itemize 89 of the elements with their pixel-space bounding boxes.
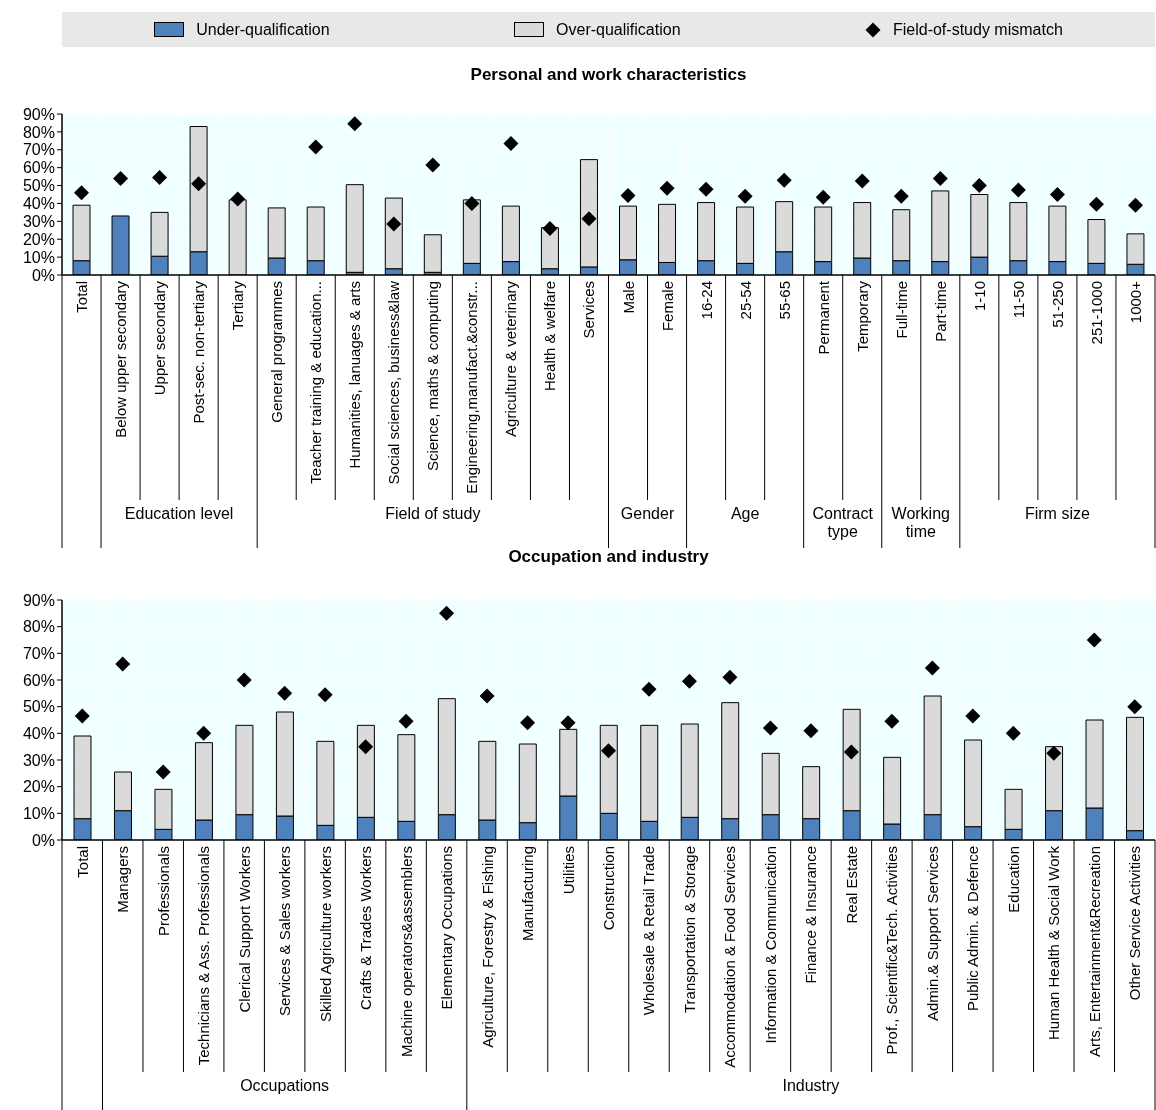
- x-tick-label: Upper secondary: [151, 280, 169, 396]
- x-tick-label: Public Admin. & Defence: [964, 846, 982, 1012]
- y-tick-label: 10%: [22, 248, 55, 266]
- legend-label: Under-qualification: [196, 20, 330, 39]
- y-tick-label: 20%: [22, 778, 55, 796]
- y-tick-label: 70%: [22, 645, 55, 663]
- text: Occupations: [240, 1077, 330, 1094]
- chart-title: Occupation and industry: [508, 547, 710, 566]
- x-tick-label: Skilled Agriculture workers: [316, 846, 334, 1022]
- x-tick-label: Real Estate: [842, 846, 860, 924]
- text: Education level: [124, 505, 234, 522]
- x-tick-label: 51-250: [1048, 281, 1066, 328]
- x-tick-label: Post-sec. non-tertiary: [190, 280, 208, 424]
- y-tick-label: 60%: [22, 671, 55, 689]
- x-tick-label: Utilities: [559, 846, 577, 895]
- legend-label: Over-qualification: [556, 20, 681, 39]
- text: Field of study: [385, 505, 481, 522]
- x-tick-label: 251-1000: [1087, 281, 1105, 345]
- y-tick-label: 50%: [22, 177, 55, 195]
- text: Gender: [620, 505, 675, 522]
- legend-label: Field-of-study mismatch: [892, 20, 1063, 39]
- x-tick-label: Engineering,manufact.&constr...: [463, 281, 481, 494]
- y-tick-label: 0%: [31, 266, 55, 284]
- x-tick-label: Construction: [600, 846, 617, 931]
- x-tick-label: Admin.& Support Services: [923, 846, 941, 1022]
- y-tick-label: 0%: [31, 831, 55, 849]
- text: Contract type: [812, 505, 874, 540]
- y-tick-label: 10%: [22, 805, 55, 823]
- x-tick-label: 25-54: [736, 281, 754, 320]
- x-tick-label: 1000+: [1126, 280, 1144, 324]
- x-tick-label: Information & Communication: [761, 846, 779, 1044]
- x-tick-label: Total: [73, 281, 91, 313]
- y-tick-label: 40%: [22, 725, 55, 743]
- y-tick-label: 70%: [22, 141, 55, 159]
- x-tick-label: Female: [658, 281, 676, 332]
- y-tick-label: 60%: [22, 159, 55, 177]
- x-tick-label: Finance & Insurance: [802, 846, 820, 984]
- x-tick-label: Managers: [114, 846, 132, 913]
- x-tick-label: Agriculture & veterinary: [502, 280, 520, 437]
- x-tick-label: 11-50: [1009, 281, 1027, 319]
- x-tick-label: Below upper secondary: [112, 280, 130, 438]
- x-tick-label: Accommodation & Food Services: [721, 846, 739, 1068]
- y-tick-label: 90%: [22, 591, 55, 609]
- y-tick-label: 80%: [22, 123, 55, 141]
- x-tick-label: Education: [1004, 846, 1022, 913]
- x-tick-label: Arts, Entertainment&Recreation: [1085, 846, 1103, 1057]
- x-tick-label: Wholesale & Retail Trade: [640, 846, 658, 1016]
- x-tick-label: Manufacturing: [519, 846, 537, 942]
- x-tick-label: Elementary Occupations: [438, 846, 456, 1010]
- x-tick-label: 55-65: [775, 281, 793, 320]
- x-tick-label: Part-time: [931, 281, 949, 342]
- y-tick-label: 40%: [22, 195, 55, 213]
- x-tick-label: Teacher training & education...: [307, 281, 325, 484]
- x-tick-label: Technicians & Ass. Professionals: [195, 846, 213, 1066]
- x-tick-label: Prof., Scientific&Tech. Activities: [883, 846, 901, 1055]
- x-tick-label: Machine operators&assemblers: [397, 846, 415, 1057]
- x-tick-label: Tertiary: [229, 280, 247, 331]
- text: Age: [730, 505, 760, 522]
- x-tick-label: Professionals: [154, 846, 172, 937]
- x-tick-label: Temporary: [853, 280, 871, 352]
- y-tick-label: 30%: [22, 213, 55, 231]
- x-tick-label: Agriculture, Forestry & Fishing: [478, 846, 496, 1048]
- x-tick-label: Human Health & Social Work: [1045, 845, 1063, 1040]
- x-tick-label: Crafts & Trades Workers: [357, 846, 375, 1010]
- x-tick-label: Science, maths & computing: [424, 281, 442, 472]
- text: Firm size: [1024, 505, 1090, 522]
- x-tick-label: Humanities, lanuages & arts: [346, 281, 364, 469]
- chart-title: Personal and work characteristics: [470, 65, 747, 84]
- y-tick-label: 80%: [22, 618, 55, 636]
- text: Working time: [891, 505, 950, 540]
- x-tick-label: Other Service Activities: [1126, 846, 1144, 1001]
- y-tick-label: 30%: [22, 751, 55, 769]
- x-tick-label: 1-10: [970, 281, 988, 312]
- x-tick-label: Permanent: [814, 280, 832, 355]
- y-tick-label: 50%: [22, 698, 55, 716]
- y-tick-label: 20%: [22, 230, 55, 248]
- x-tick-label: General programmes: [268, 281, 286, 423]
- x-tick-label: Services: [580, 281, 598, 339]
- x-tick-label: Male: [619, 281, 637, 314]
- x-tick-label: Total: [73, 846, 91, 878]
- x-tick-label: 16-24: [697, 281, 715, 320]
- x-tick-label: Transportation & Storage: [680, 846, 698, 1014]
- x-tick-label: Clerical Support Workers: [235, 846, 253, 1013]
- x-tick-label: Social sciences, business&law: [385, 280, 403, 485]
- x-tick-label: Health & welfare: [541, 281, 559, 392]
- x-tick-label: Services & Sales workers: [276, 846, 294, 1017]
- text: Industry: [782, 1077, 840, 1094]
- y-tick-label: 90%: [22, 105, 55, 123]
- x-tick-label: Full-time: [892, 281, 910, 339]
